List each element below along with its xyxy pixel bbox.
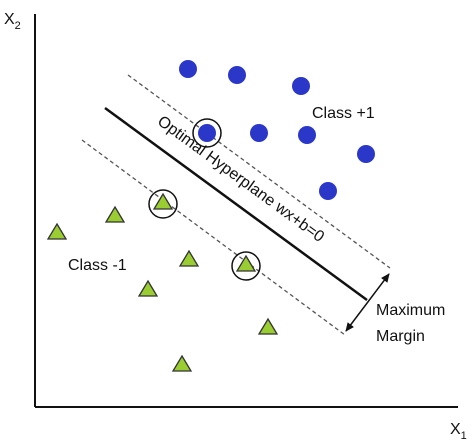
point xyxy=(46,222,68,240)
point xyxy=(178,249,200,267)
point xyxy=(298,126,316,144)
point xyxy=(292,77,310,95)
support-ring xyxy=(192,118,222,148)
point xyxy=(357,145,375,163)
point xyxy=(137,279,159,297)
negative-points xyxy=(46,192,279,372)
support-point xyxy=(198,124,216,142)
upper-margin xyxy=(127,74,391,269)
point xyxy=(250,124,268,142)
hyperplane xyxy=(104,106,368,302)
x-axis-label: X1 xyxy=(450,421,467,442)
support-ring xyxy=(148,189,178,219)
margin-arrow xyxy=(345,273,390,332)
point xyxy=(179,60,197,78)
point xyxy=(319,182,337,200)
support-point xyxy=(235,254,257,272)
class-label: Class -1 xyxy=(68,257,127,274)
point xyxy=(228,66,246,84)
support-point xyxy=(152,192,174,210)
point xyxy=(257,317,279,335)
margin-label: Maximum xyxy=(376,302,445,319)
y-axis-label: X2 xyxy=(4,11,21,32)
margin-label: Margin xyxy=(376,328,425,345)
class-label: Class +1 xyxy=(312,105,375,122)
positive-points xyxy=(179,60,375,200)
point xyxy=(171,354,193,372)
lower-margin xyxy=(81,139,346,336)
point xyxy=(104,205,126,223)
support-ring xyxy=(231,251,261,281)
